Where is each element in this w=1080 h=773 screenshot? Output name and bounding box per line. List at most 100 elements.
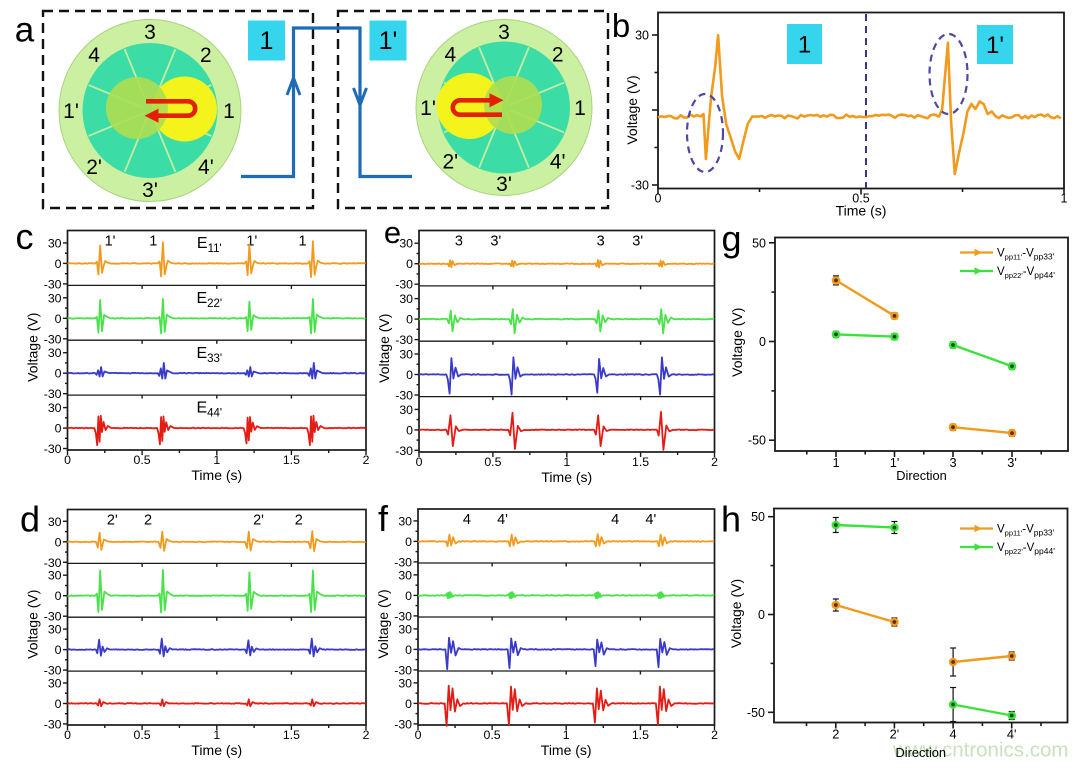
svg-text:0: 0 [406,257,413,271]
svg-text:Voltage (V): Voltage (V) [729,308,745,377]
svg-text:-30: -30 [631,179,649,193]
svg-text:Voltage (V): Voltage (V) [376,314,392,383]
svg-text:-30: -30 [44,664,62,678]
svg-text:30: 30 [398,568,412,582]
svg-text:3': 3' [490,234,501,250]
svg-text:Time (s): Time (s) [191,742,242,758]
svg-text:1': 1' [986,32,1004,59]
svg-text:0: 0 [405,535,412,549]
svg-text:2': 2' [86,156,102,179]
svg-text:30: 30 [399,348,413,362]
svg-text:30: 30 [48,236,62,250]
svg-text:0: 0 [64,728,71,742]
svg-text:4': 4' [198,156,214,179]
svg-text:1.5: 1.5 [632,455,649,469]
svg-text:1.5: 1.5 [283,453,300,467]
svg-text:1': 1' [420,97,436,120]
svg-text:2: 2 [200,44,212,67]
svg-text:1: 1 [798,32,811,59]
svg-text:Time (s): Time (s) [836,203,887,219]
svg-text:Voltage (V): Voltage (V) [624,75,640,144]
svg-text:0.5: 0.5 [134,453,151,467]
svg-text:2': 2' [253,513,264,529]
svg-text:1: 1 [563,728,570,742]
svg-text:0: 0 [406,423,413,437]
svg-text:1: 1 [213,453,220,467]
svg-text:2: 2 [711,455,718,469]
svg-text:-30: -30 [394,663,412,677]
svg-text:0: 0 [405,697,412,711]
svg-text:4: 4 [463,512,471,528]
svg-text:-30: -30 [44,387,62,401]
svg-text:1: 1 [223,100,235,123]
svg-text:0: 0 [405,589,412,603]
svg-text:1': 1' [890,455,900,470]
svg-text:2: 2 [552,43,564,66]
svg-text:g: g [721,218,741,259]
svg-text:Direction: Direction [896,745,947,760]
svg-text:30: 30 [48,569,62,583]
svg-text:1: 1 [260,27,274,55]
svg-text:1': 1' [246,234,257,250]
svg-text:50: 50 [752,236,766,250]
svg-text:1: 1 [1061,192,1068,206]
svg-text:4': 4' [550,151,566,174]
svg-text:0.5: 0.5 [484,728,501,742]
svg-text:3: 3 [498,21,510,44]
svg-text:3: 3 [597,234,605,250]
svg-text:0: 0 [758,608,765,622]
svg-text:4: 4 [88,44,100,67]
svg-text:Time (s): Time (s) [191,467,242,483]
svg-text:0: 0 [55,367,62,381]
svg-text:3': 3' [1007,455,1017,470]
svg-text:4': 4' [645,512,656,528]
svg-text:2': 2' [442,151,458,174]
svg-text:f: f [378,498,389,539]
svg-text:0: 0 [55,589,62,603]
svg-text:1: 1 [213,728,220,742]
svg-text:1.5: 1.5 [632,728,649,742]
svg-text:0: 0 [759,335,766,349]
svg-text:1': 1' [63,100,79,123]
svg-text:2': 2' [107,513,118,529]
svg-text:c: c [16,216,34,257]
svg-text:30: 30 [48,346,62,360]
svg-text:0: 0 [405,643,412,657]
svg-text:50: 50 [751,510,765,524]
svg-text:4': 4' [1007,727,1017,742]
svg-text:2': 2' [890,727,900,742]
svg-text:0.5: 0.5 [484,455,501,469]
svg-text:30: 30 [48,677,62,691]
svg-text:2: 2 [363,728,370,742]
svg-text:30: 30 [48,291,62,305]
svg-text:0: 0 [55,257,62,271]
svg-text:a: a [15,11,35,50]
svg-text:30: 30 [399,237,413,251]
svg-text:0: 0 [64,453,71,467]
svg-text:0.5: 0.5 [852,192,869,206]
svg-text:1.5: 1.5 [283,728,300,742]
svg-text:1': 1' [379,27,398,55]
svg-text:1: 1 [563,455,570,469]
svg-text:-30: -30 [395,444,413,458]
svg-text:-30: -30 [395,389,413,403]
svg-text:-50: -50 [747,706,765,720]
svg-text:Voltage (V): Voltage (V) [25,313,41,382]
svg-text:3': 3' [142,179,158,202]
svg-text:-30: -30 [44,610,62,624]
svg-text:-30: -30 [44,556,62,570]
svg-text:0: 0 [55,312,62,326]
svg-text:1: 1 [832,455,839,470]
svg-text:2: 2 [144,513,152,529]
svg-text:-30: -30 [44,717,62,731]
svg-text:0: 0 [406,368,413,382]
svg-text:-30: -30 [395,278,413,292]
svg-text:2: 2 [832,727,839,742]
svg-text:30: 30 [635,29,649,43]
svg-text:2: 2 [711,728,718,742]
svg-text:30: 30 [399,403,413,417]
svg-text:Voltage (V): Voltage (V) [728,579,744,648]
svg-text:-50: -50 [748,434,766,448]
svg-text:Voltage (V): Voltage (V) [375,589,391,658]
svg-text:www.cntronics.com: www.cntronics.com [892,739,1068,762]
